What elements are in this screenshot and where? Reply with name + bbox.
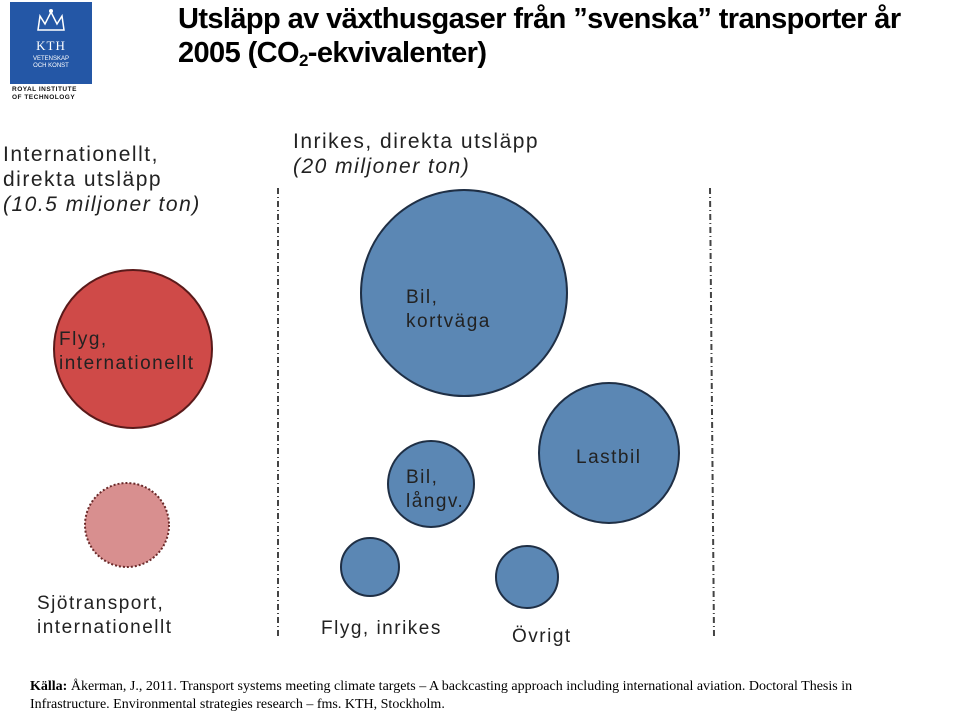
logo-motto-line2: OCH KONST <box>33 63 69 69</box>
bubble-flyg-inrikes <box>340 537 400 597</box>
crown-icon <box>37 9 65 31</box>
label-sjotransport-internationellt: Sjötransport, internationellt <box>37 592 173 640</box>
label-bil-kortvaga-line1: Bil, <box>406 287 439 308</box>
bubble-flyg-internationellt <box>53 269 213 429</box>
label-lastbil: Lastbil <box>576 447 642 468</box>
logo-motto-line1: VETENSKAP <box>32 56 69 62</box>
title-line2-sub: 2 <box>298 51 308 70</box>
label-ovrigt: Övrigt <box>512 626 572 647</box>
group-international-line3: (10.5 miljoner ton) <box>3 193 201 216</box>
title-line2: 2005 (CO2-ekvivalenter) <box>178 36 959 78</box>
label-bil-langv: Bil, långv. <box>406 466 464 514</box>
page-title: Utsläpp av växthusgaser från ”svenska” t… <box>178 2 959 78</box>
source-text: Åkerman, J., 2011. Transport systems mee… <box>30 679 853 712</box>
label-bil-kortvaga-line2: kortväga <box>406 311 491 332</box>
label-sjotransport-line2: internationellt <box>37 617 173 638</box>
kth-logo: KTH VETENSKAP OCH KONST <box>10 2 92 84</box>
bubble-bil-kortvaga <box>360 189 568 397</box>
group-international-line2: direkta utsläpp <box>3 168 163 191</box>
label-sjotransport-line1: Sjötransport, <box>37 593 165 614</box>
label-flyg-internationellt-line1: Flyg, <box>59 329 108 350</box>
label-flyg-internationellt: Flyg, internationellt <box>59 328 195 376</box>
group-international-header: Internationellt, direkta utsläpp (10.5 m… <box>3 142 201 217</box>
group-domestic-line1: Inrikes, direkta utsläpp <box>293 130 540 153</box>
label-bil-kortvaga: Bil, kortväga <box>406 286 491 334</box>
bubble-bil-langv <box>387 440 475 528</box>
label-bil-langv-line2: långv. <box>406 491 465 512</box>
label-flyg-internationellt-line2: internationellt <box>59 353 195 374</box>
divider-right <box>709 187 715 637</box>
logo-motto: VETENSKAP OCH KONST <box>10 56 92 70</box>
logo-caption: ROYAL INSTITUTE OF TECHNOLOGY <box>12 86 102 102</box>
label-bil-langv-line1: Bil, <box>406 467 439 488</box>
bubble-ovrigt <box>495 545 559 609</box>
title-line1: Utsläpp av växthusgaser från ”svenska” t… <box>178 3 901 35</box>
logo-caption-line2: OF TECHNOLOGY <box>12 94 76 101</box>
logo-caption-line1: ROYAL INSTITUTE <box>12 86 77 93</box>
source-citation: Källa: Åkerman, J., 2011. Transport syst… <box>30 678 930 714</box>
title-line2-suffix: -ekvivalenter) <box>307 37 487 69</box>
group-international-line1: Internationellt, <box>3 143 159 166</box>
logo-name: KTH <box>36 38 66 53</box>
source-label: Källa: <box>30 679 68 694</box>
title-line2-prefix: 2005 (CO <box>178 37 300 69</box>
bubble-sjotransport-internationellt <box>84 482 170 568</box>
label-flyg-inrikes: Flyg, inrikes <box>321 618 442 639</box>
group-domestic-line2: (20 miljoner ton) <box>293 155 471 178</box>
bubble-lastbil <box>538 382 680 524</box>
group-domestic-header: Inrikes, direkta utsläpp (20 miljoner to… <box>293 129 539 179</box>
